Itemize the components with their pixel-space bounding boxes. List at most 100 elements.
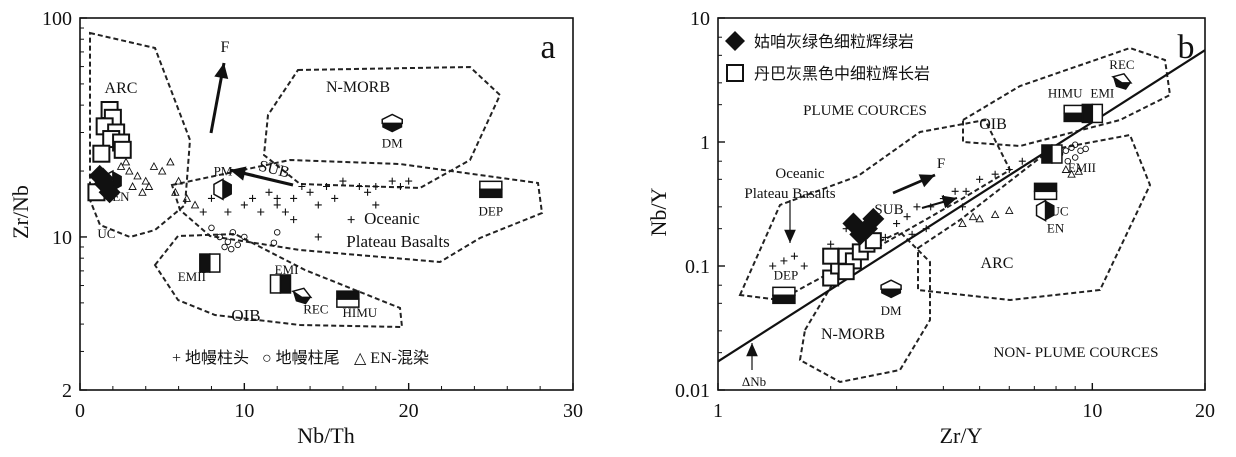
- plume-head-mark: [827, 240, 835, 248]
- f-vector-label: F: [221, 39, 230, 56]
- plume-head-mark: [951, 187, 959, 195]
- plume-head-mark: [240, 201, 248, 209]
- plume-tail-mark: [208, 224, 215, 232]
- end-member-glyph: [1051, 144, 1063, 164]
- plume-tail-mark: [227, 245, 235, 253]
- end-member-label: DEP: [774, 267, 799, 282]
- y-axis-label-a: Zr/Nb: [8, 185, 33, 239]
- end-member-glyph: [292, 291, 311, 305]
- field-label-n-morb: N-MORB: [326, 79, 390, 96]
- plume-head-mark: [306, 188, 314, 196]
- en-contamination-mark: [1061, 165, 1071, 173]
- diabase-diamond-mark: [725, 31, 745, 51]
- plume-head-mark: [290, 216, 298, 224]
- sub-vector-arrow-head: [230, 166, 247, 181]
- end-member-glyph: [381, 113, 403, 125]
- end-member-glyph: [269, 274, 282, 294]
- f-vector-arrow-head: [214, 63, 229, 80]
- plume-tail-mark: [1071, 141, 1079, 149]
- plume-head-mark: [962, 187, 970, 195]
- plume-head-mark: [1005, 166, 1013, 174]
- x-tick-label-b: 1: [713, 400, 723, 422]
- field-label-n-morb-b: N-MORB: [821, 326, 885, 343]
- diabase-diamond-mark: [862, 207, 885, 230]
- en-contamination-mark: [121, 157, 131, 166]
- oib-field-b: [962, 46, 1172, 148]
- en-contamination-mark: [190, 200, 200, 209]
- plume-head-mark: [769, 262, 777, 270]
- plume-tail-mark: [221, 243, 228, 251]
- en-contamination-mark: [1005, 206, 1014, 215]
- field-label-plateau-basalts: Plateau Basalts: [346, 232, 449, 251]
- plume-head-mark: [1018, 157, 1026, 165]
- y-tick-label-b: 0.01: [675, 380, 710, 402]
- plume-head-mark: [800, 262, 808, 270]
- end-member-label: UC: [97, 226, 115, 241]
- y-tick-label-b: 10: [690, 8, 710, 30]
- oib-field: [153, 232, 404, 329]
- plume-head-mark: [388, 177, 396, 185]
- en-contamination-mark: [968, 212, 978, 221]
- plot-frame-a: [79, 17, 574, 391]
- en-contamination-mark: [1074, 166, 1084, 175]
- end-member-glyph: [1033, 182, 1058, 193]
- plume-head-mark: [927, 203, 935, 211]
- end-member-glyph: [772, 286, 796, 297]
- field-label-oceanic: Oceanic: [364, 209, 420, 228]
- en-contamination-mark: [138, 187, 147, 196]
- plume-head-mark: [903, 213, 911, 221]
- en-contamination-mark: [958, 219, 967, 227]
- sub-vector-label-b: SUB: [874, 202, 903, 218]
- end-member-label: EMI: [275, 262, 299, 277]
- end-member-glyph: [1091, 103, 1104, 124]
- en-contamination-mark: [149, 161, 159, 170]
- y-tick-label-b: 0.1: [685, 256, 710, 278]
- en-contamination-mark: [157, 166, 167, 175]
- plume-tail-mark: [273, 229, 281, 236]
- y-tick-label-a: 2: [62, 380, 72, 402]
- x-axis-label-a: Nb/Th: [297, 423, 354, 448]
- f-vector-label-b: F: [937, 156, 945, 172]
- region-label-plume: PLUME COURCES: [803, 103, 927, 119]
- end-member-glyph: [213, 178, 224, 201]
- end-member-label: DEP: [479, 203, 504, 218]
- plume-head-mark: [273, 194, 281, 202]
- plume-head-mark: [976, 175, 984, 183]
- plume-tail-mark: [1062, 147, 1070, 155]
- en-contamination-mark: [174, 176, 183, 185]
- end-member-glyph: [1111, 72, 1133, 84]
- plume-head-mark: [405, 177, 413, 185]
- field-label-oib-b: OIB: [979, 116, 1007, 133]
- plume-head-mark: [298, 182, 306, 190]
- end-member-label: REC: [1109, 57, 1134, 72]
- n-morb-field: [262, 65, 502, 190]
- end-member-glyph: [479, 188, 503, 199]
- legend-gabbro: 丹巴灰黑色中细粒辉长岩: [754, 65, 930, 83]
- plume-head-mark: [314, 233, 322, 241]
- plume-head-mark: [265, 188, 273, 196]
- en-contamination-mark: [141, 176, 150, 185]
- region-label-non-plume: NON- PLUME COURCES: [993, 345, 1158, 361]
- gabbro-square-mark: [113, 140, 132, 159]
- en-contamination-mark: [133, 171, 142, 180]
- end-member-label: HIMU: [343, 305, 378, 320]
- end-member-glyph: [1035, 199, 1047, 222]
- end-member-glyph: [880, 279, 902, 290]
- end-member-glyph: [382, 123, 403, 133]
- gabbro-square-mark: [837, 263, 855, 281]
- plume-head-mark: [331, 194, 339, 202]
- arc-field-b: [917, 133, 1152, 302]
- end-member-label: EN: [1047, 221, 1065, 236]
- end-member-glyph: [1112, 76, 1131, 90]
- plume-head-mark: [314, 201, 322, 209]
- plume-tail-mark: [1071, 154, 1079, 161]
- x-tick-label-a: 30: [563, 400, 583, 422]
- oceanic-plateau-pointer-head: [784, 229, 796, 243]
- panel-label-b: b: [1178, 29, 1195, 66]
- arc-field: [89, 31, 192, 239]
- plume-tail-mark: [234, 241, 242, 249]
- gabbro-square-mark: [726, 64, 744, 82]
- plume-head-mark: [939, 195, 947, 203]
- end-member-glyph: [112, 171, 122, 192]
- end-member-glyph: [1041, 144, 1053, 164]
